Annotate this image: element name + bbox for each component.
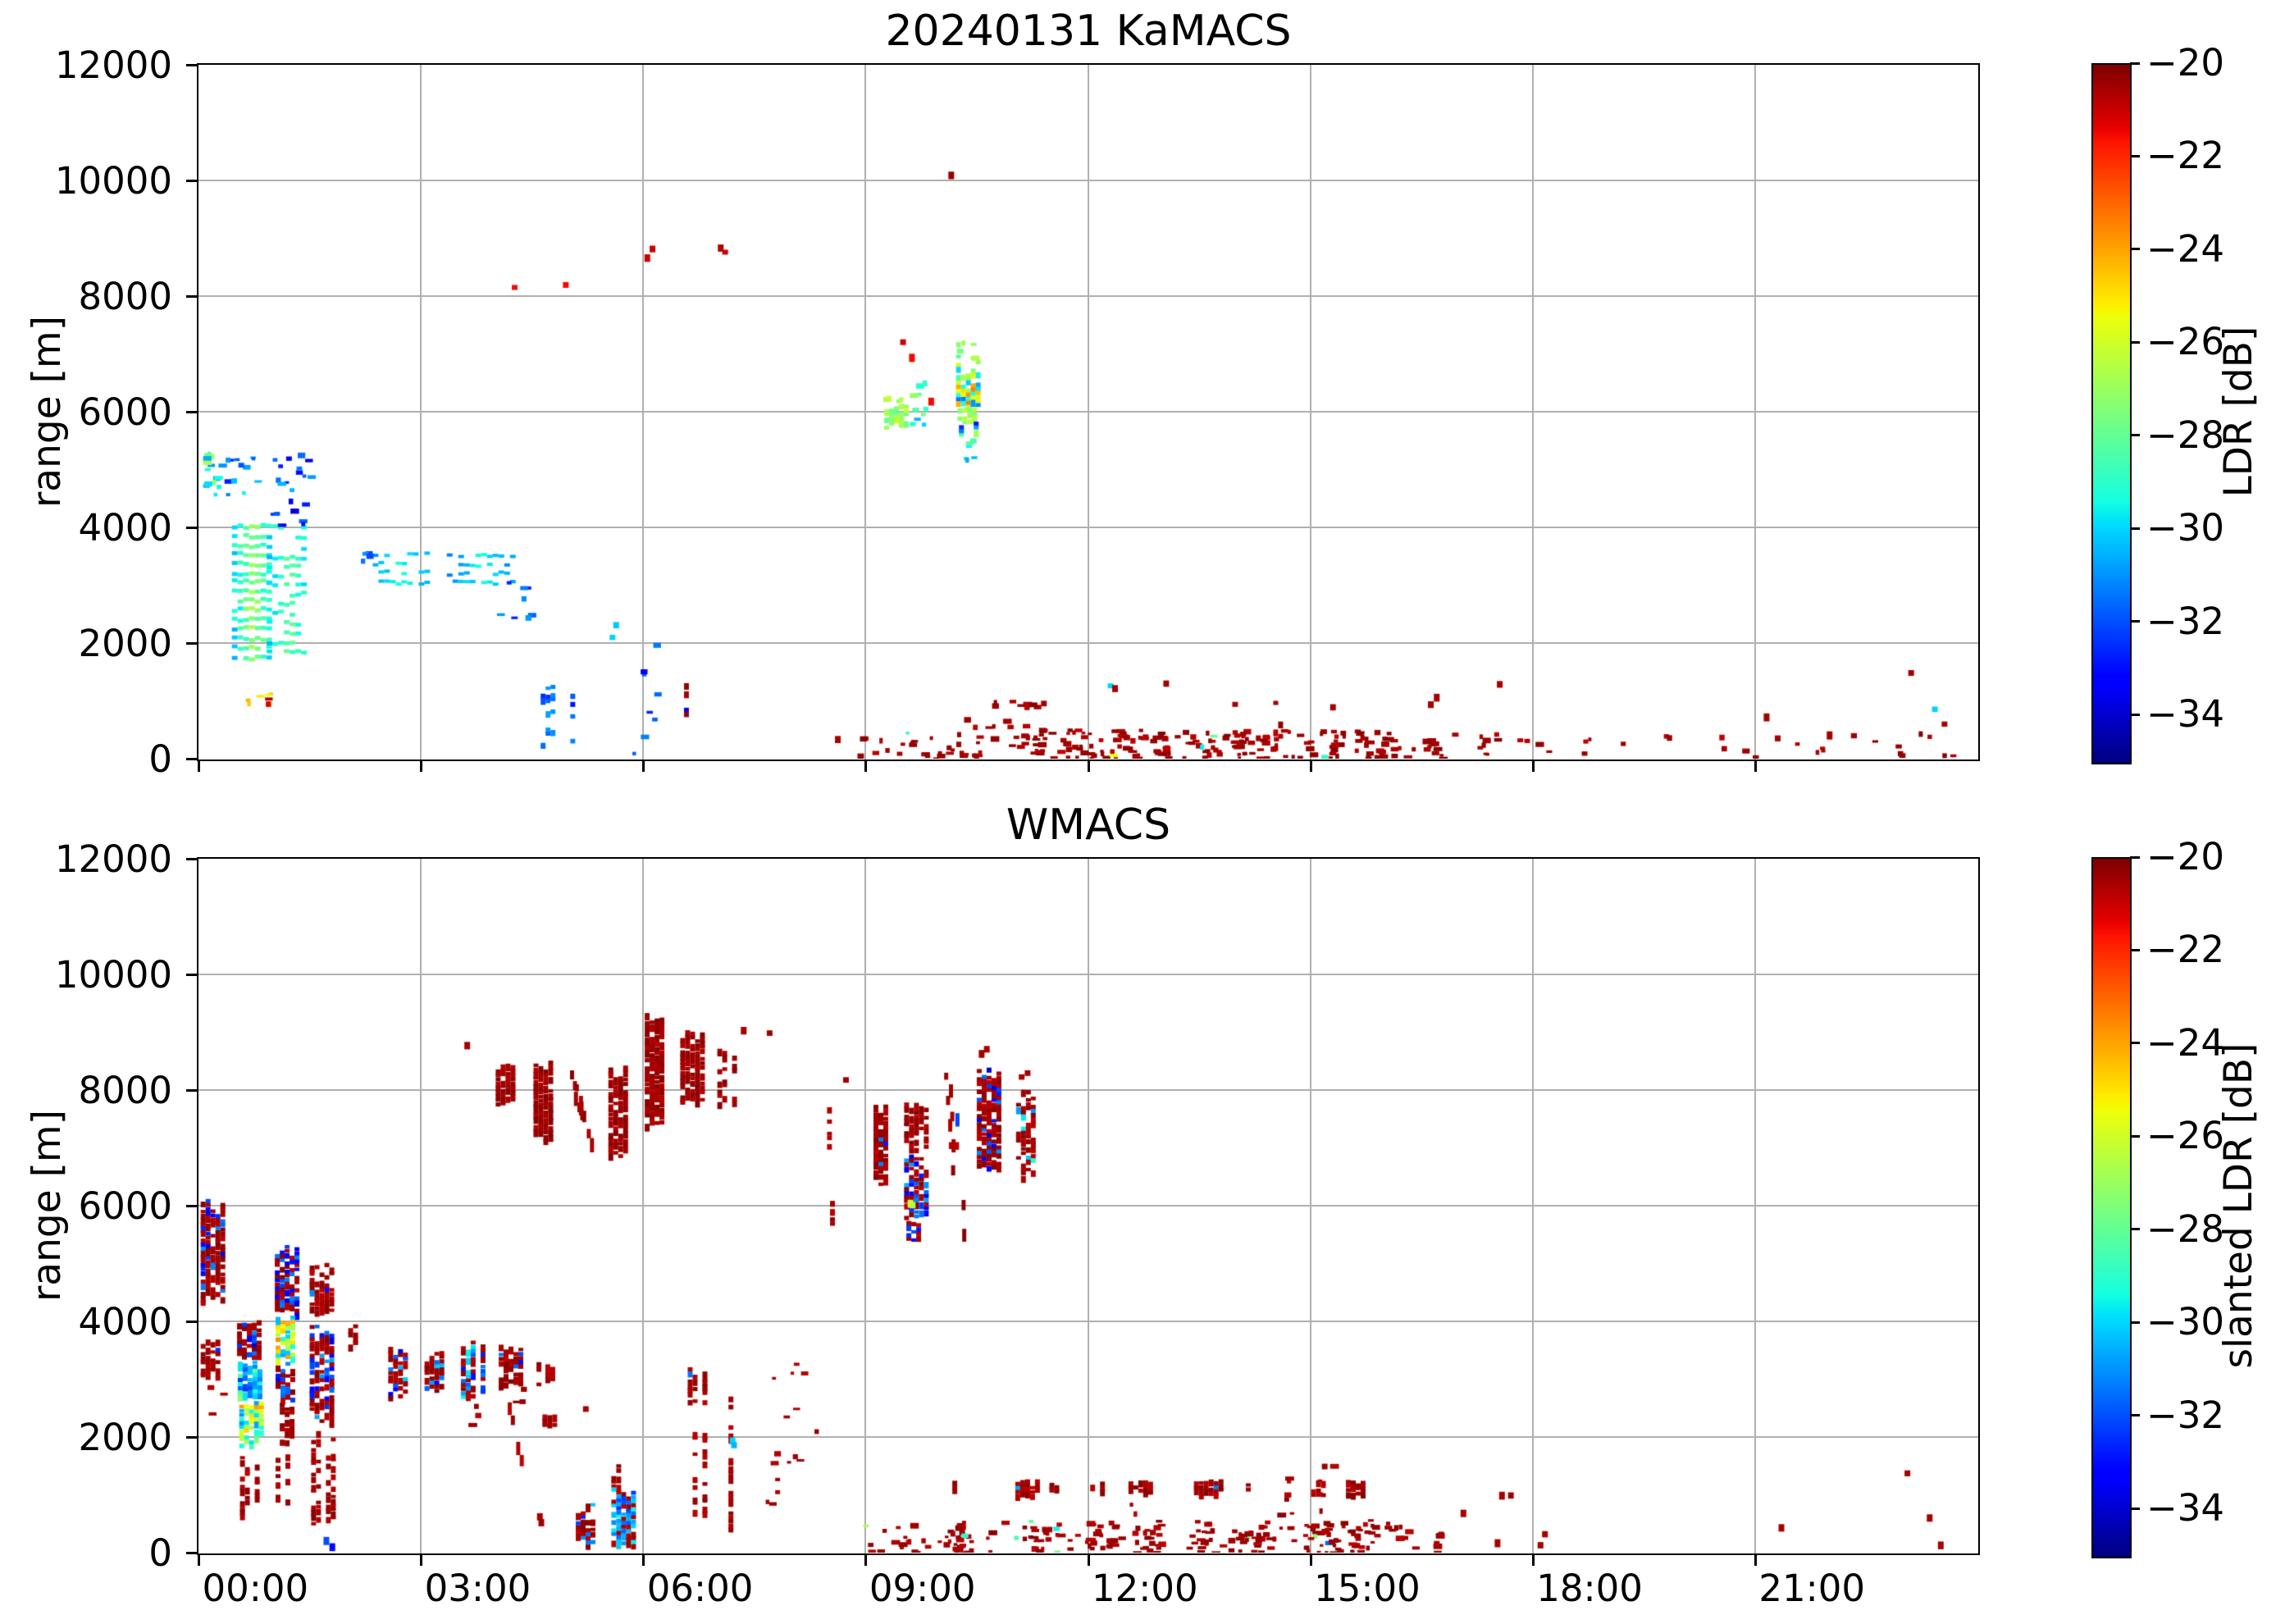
x-tick-label: 03:00 (424, 1567, 531, 1610)
colorbar-tick (2130, 154, 2140, 157)
colorbar-tick-label: −22 (2146, 928, 2224, 972)
y-tick-label: 10000 (54, 952, 172, 997)
wmacs-data-canvas (198, 859, 1977, 1553)
colorbar-top (2091, 63, 2132, 764)
y-tick (186, 1205, 197, 1207)
colorbar-tick-label: −22 (2146, 134, 2224, 178)
y-tick (186, 758, 197, 760)
colorbar-tick (2130, 1134, 2140, 1138)
colorbar-bottom (2091, 857, 2132, 1558)
y-tick-label: 4000 (78, 1299, 172, 1343)
x-tick (420, 761, 423, 772)
panel-title-wmacs: WMACS (1006, 801, 1171, 850)
kamacs-data-canvas (198, 65, 1977, 759)
x-tick (420, 1555, 423, 1566)
colorbar-tick (2130, 620, 2140, 623)
y-tick-label: 12000 (54, 837, 172, 881)
kamacs-plot-area (197, 63, 1980, 761)
y-tick (186, 858, 197, 860)
y-tick (186, 411, 197, 413)
y-tick-label: 0 (148, 1530, 172, 1575)
colorbar-tick (2130, 1042, 2140, 1045)
x-tick (642, 1555, 645, 1566)
colorbar-tick-label: −26 (2146, 1114, 2224, 1158)
y-tick (186, 642, 197, 645)
x-tick-label: 21:00 (1758, 1567, 1866, 1610)
x-tick (642, 761, 645, 772)
colorbar-tick-label: −32 (2146, 599, 2224, 643)
x-tick-label: 09:00 (869, 1567, 976, 1610)
y-tick (186, 1089, 197, 1092)
colorbar-tick (2130, 527, 2140, 530)
y-tick (186, 1552, 197, 1554)
y-tick (186, 295, 197, 298)
x-tick (1754, 761, 1757, 772)
y-tick (186, 1321, 197, 1323)
colorbar-tick (2130, 713, 2140, 716)
colorbar-tick (2130, 340, 2140, 344)
wmacs-plot-area (197, 857, 1980, 1555)
colorbar-tick (2130, 1414, 2140, 1417)
y-tick-label: 10000 (54, 158, 172, 203)
colorbar-tick-label: −24 (2146, 1020, 2224, 1065)
colorbar-tick-label: −34 (2146, 692, 2224, 737)
colorbar-tick-label: −34 (2146, 1486, 2224, 1530)
colorbar-top-gradient (2093, 65, 2130, 763)
panel-title-kamacs: 20240131 KaMACS (885, 7, 1292, 56)
colorbar-tick (2130, 1321, 2140, 1324)
x-tick (864, 761, 868, 772)
colorbar-tick (2130, 1228, 2140, 1231)
y-tick (186, 1436, 197, 1439)
colorbar-tick-label: −30 (2146, 1300, 2224, 1344)
colorbar-tick-label: −30 (2146, 506, 2224, 550)
y-tick-label: 2000 (78, 1415, 172, 1459)
x-tick-label: 12:00 (1092, 1567, 1198, 1610)
x-tick (1531, 1555, 1535, 1566)
x-tick (198, 1555, 200, 1566)
x-tick (1531, 761, 1535, 772)
colorbar-tick-label: −26 (2146, 320, 2224, 364)
colorbar-tick (2130, 434, 2140, 437)
x-tick-label: 06:00 (646, 1567, 754, 1610)
x-tick (1309, 1555, 1312, 1566)
x-tick (864, 1555, 868, 1566)
colorbar-tick-label: −28 (2146, 1207, 2224, 1251)
x-tick (1087, 761, 1090, 772)
x-tick-label: 15:00 (1314, 1567, 1421, 1610)
x-tick (1754, 1555, 1757, 1566)
x-tick (1087, 1555, 1090, 1566)
y-tick (186, 527, 197, 529)
colorbar-tick (2130, 948, 2140, 951)
y-tick (186, 64, 197, 66)
x-tick (198, 761, 200, 772)
colorbar-tick (2130, 248, 2140, 251)
y-tick (186, 180, 197, 182)
y-tick-label: 12000 (54, 43, 172, 87)
y-tick-label: 6000 (78, 390, 172, 434)
colorbar-bottom-gradient (2093, 859, 2130, 1557)
y-tick-label: 8000 (78, 274, 172, 318)
colorbar-tick (2130, 1507, 2140, 1510)
colorbar-tick-label: −24 (2146, 226, 2224, 271)
colorbar-tick-label: −32 (2146, 1393, 2224, 1437)
colorbar-tick-label: −28 (2146, 413, 2224, 457)
colorbar-tick-label: −20 (2146, 835, 2224, 878)
x-tick-label: 00:00 (202, 1567, 309, 1610)
y-tick-label: 2000 (78, 621, 172, 665)
y-tick-label: 0 (148, 737, 172, 781)
x-tick (1309, 761, 1312, 772)
colorbar-tick (2130, 62, 2140, 65)
y-tick-label: 6000 (78, 1184, 172, 1228)
colorbar-tick-label: −20 (2146, 41, 2224, 84)
y-tick-label: 8000 (78, 1068, 172, 1112)
y-tick (186, 974, 197, 976)
colorbar-tick (2130, 855, 2140, 859)
y-tick-label: 4000 (78, 505, 172, 550)
x-tick-label: 18:00 (1536, 1567, 1643, 1610)
